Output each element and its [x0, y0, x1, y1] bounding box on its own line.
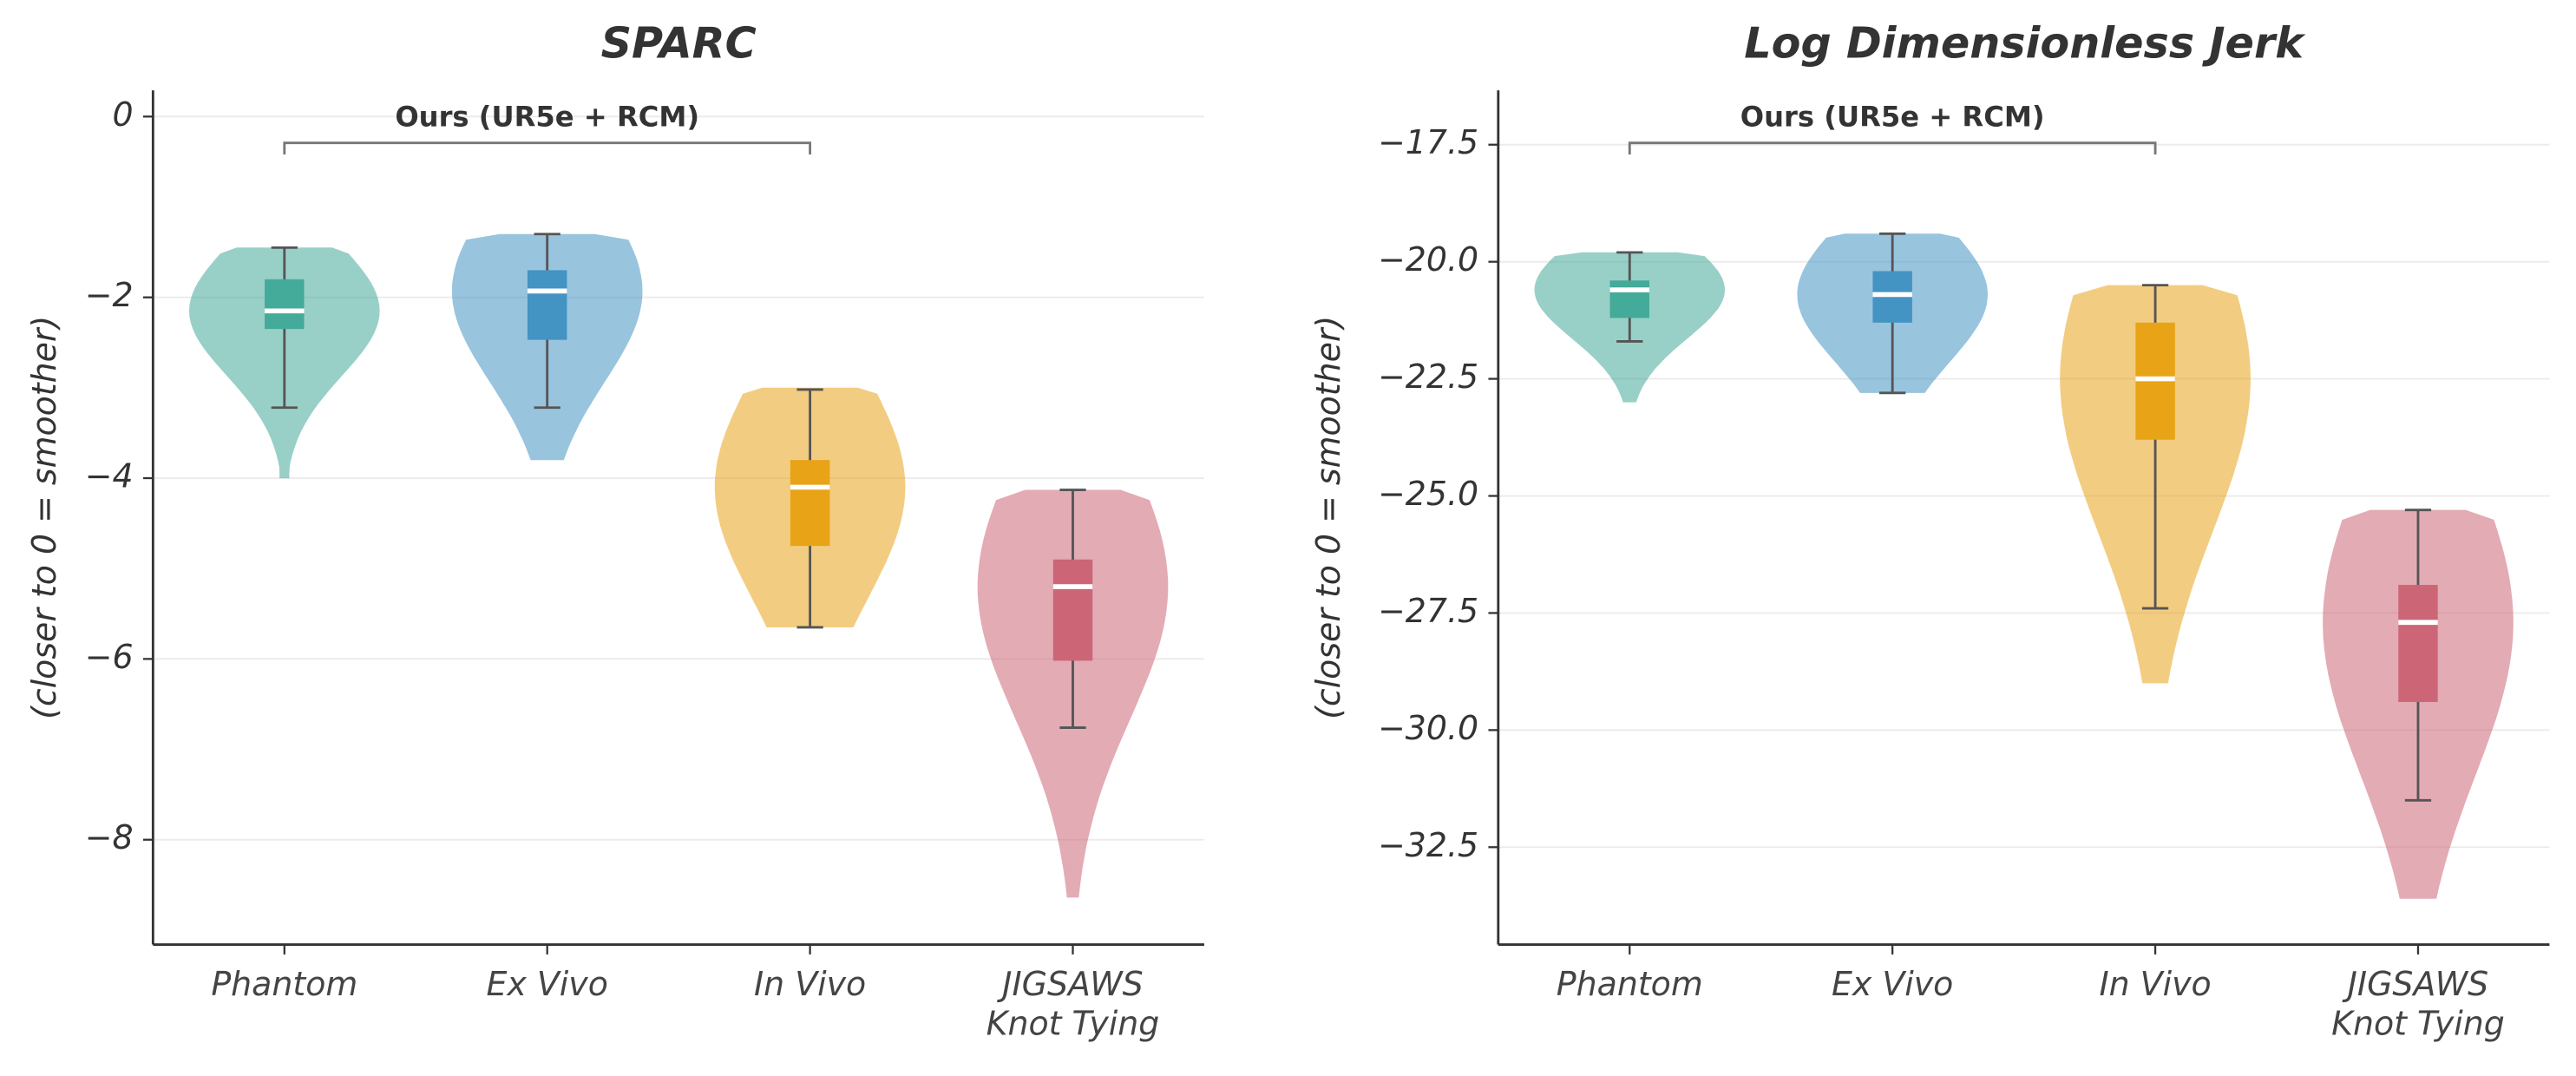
x-tick-label-box: Phantom	[211, 964, 358, 1004]
x-tick-label-box: Ex Vivo	[1831, 964, 1954, 1004]
annotation: Ours (UR5e + RCM)	[395, 100, 699, 133]
box	[265, 279, 305, 330]
annotation-bracket	[1628, 141, 2157, 154]
y-tick-label: −4	[85, 457, 134, 495]
box	[790, 460, 830, 547]
x-tick-label: Phantom	[211, 964, 358, 1004]
x-tick-label: Phantom	[1556, 964, 1703, 1004]
y-tick-label: −25.0	[1378, 475, 1478, 513]
y-axis-label: (closer to 0 = smoother)	[25, 316, 63, 719]
y-tick-label: −6	[85, 638, 134, 676]
y-tick-label: −30.0	[1378, 709, 1478, 747]
x-tick-label: In Vivo	[753, 964, 867, 1004]
x-tick-label-box: In Vivo	[2099, 964, 2212, 1004]
x-tick-label: JIGSAWS Knot Tying	[2331, 964, 2505, 1044]
x-tick-label-box: Ex Vivo	[486, 964, 608, 1004]
y-tick-label: 0	[113, 95, 134, 134]
x-tick-label-box: Phantom	[1556, 964, 1703, 1004]
y-axis-label: (closer to 0 = smoother)	[1309, 316, 1347, 719]
x-tick-label: Ex Vivo	[486, 964, 608, 1004]
chart-title: SPARC	[601, 18, 757, 69]
box	[1052, 559, 1093, 661]
annotation-bracket	[283, 141, 812, 154]
box	[527, 270, 567, 340]
x-tick-label: Ex Vivo	[1831, 964, 1954, 1004]
x-tick-label: In Vivo	[2099, 964, 2212, 1004]
x-tick-label: JIGSAWS Knot Tying	[986, 964, 1160, 1044]
y-tick-label: −20.0	[1378, 240, 1478, 279]
y-tick-label: −22.5	[1378, 358, 1478, 396]
annotation: Ours (UR5e + RCM)	[1740, 100, 2045, 133]
y-tick-label: −17.5	[1378, 123, 1478, 161]
x-tick-label-box: JIGSAWS Knot Tying	[986, 964, 1160, 1044]
box	[2398, 585, 2438, 702]
x-tick-label-box: In Vivo	[753, 964, 867, 1004]
chart-title: Log Dimensionless Jerk	[1744, 18, 2306, 69]
box	[1609, 280, 1649, 318]
y-tick-label: −2	[85, 276, 134, 314]
y-tick-label: −32.5	[1378, 826, 1478, 864]
y-tick-label: −27.5	[1378, 592, 1478, 630]
y-tick-label: −8	[85, 818, 134, 856]
x-tick-label-box: JIGSAWS Knot Tying	[2331, 964, 2505, 1044]
